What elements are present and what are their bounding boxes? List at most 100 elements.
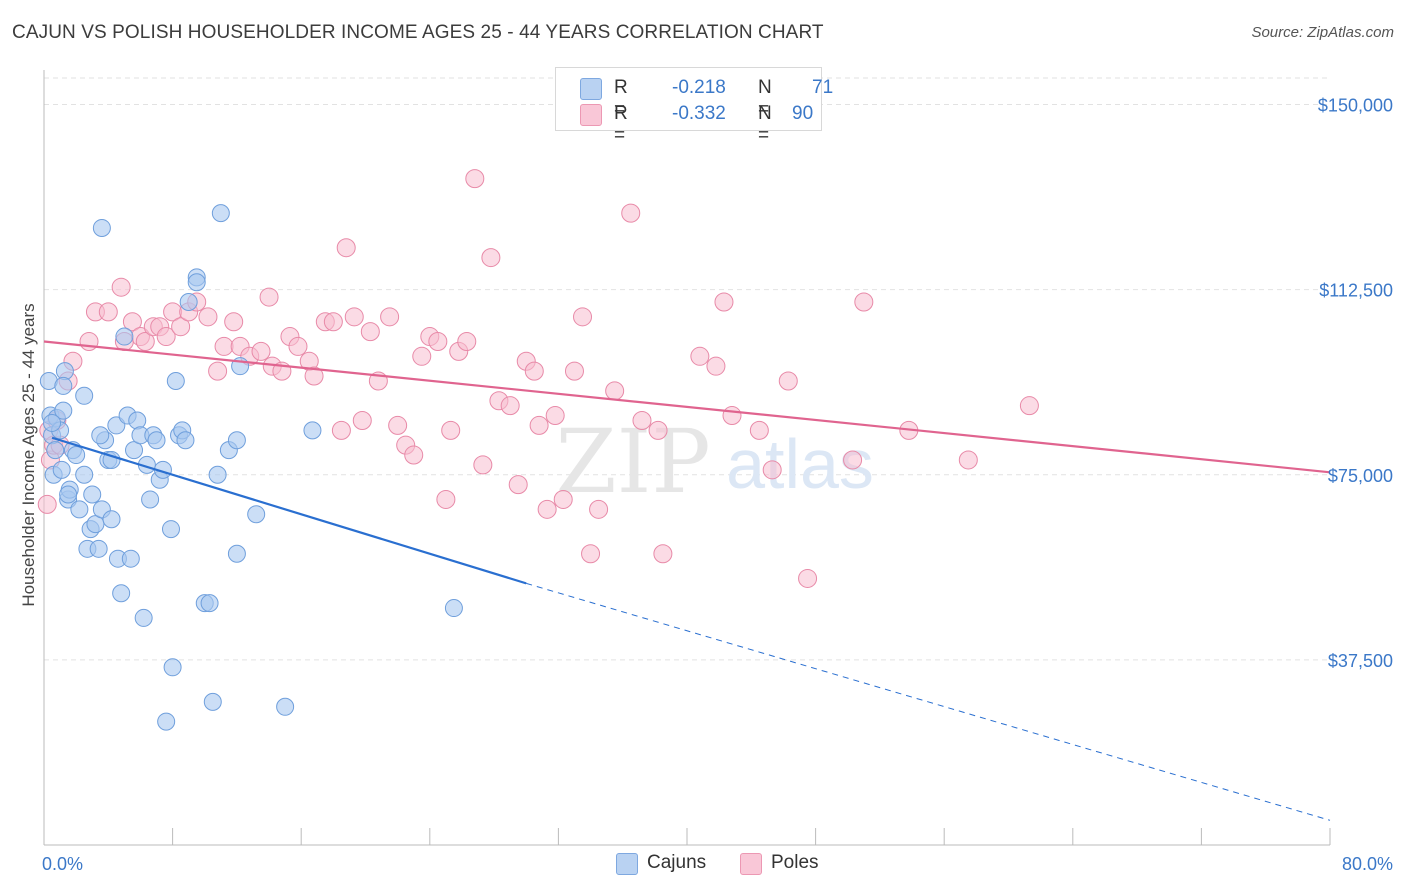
cajuns-points [39,204,463,731]
watermark-zip: ZIP [555,410,710,513]
chart-title: CAJUN VS POLISH HOUSEHOLDER INCOME AGES … [12,22,824,43]
poles-point [648,420,668,440]
cajuns-point [91,426,110,445]
poles-point [404,445,424,465]
cajuns-point [70,500,89,519]
cajuns-point [157,712,176,731]
cajuns-point [444,599,463,618]
poles-point [545,406,565,426]
cajuns-point [121,549,140,568]
x-tick-label: 0.0% [42,854,83,874]
cajuns-point [75,386,94,405]
r-label: R = [614,103,628,146]
cajuns-point [112,584,131,603]
cajuns-trend-extension [526,582,1331,821]
cajuns-point [166,371,185,390]
cajuns-point [92,218,111,237]
cajuns-point [115,327,134,346]
cajuns-point [75,465,94,484]
cajuns-point [52,460,71,479]
cajuns-point [147,431,166,450]
poles-legend-label: Poles [771,852,819,873]
watermark: ZIP atlas [555,410,874,513]
poles-legend-swatch [740,853,762,875]
poles-point [251,341,271,361]
poles-point [621,203,641,223]
poles-point [529,415,549,435]
y-tick-label: $150,000 [1318,96,1393,116]
poles-trend-line [43,340,1331,474]
poles-point [749,420,769,440]
poles-point [288,336,308,356]
cajuns-point [134,608,153,627]
cajuns-point [203,692,222,711]
poles-point [1019,396,1039,416]
poles-point [958,450,978,470]
y-tick-labels: $37,500 $75,000 $112,500 $150,000 [1318,96,1393,671]
y-axis-label: Householder Income Ages 25 - 44 years [19,303,38,607]
poles-point [473,455,493,475]
poles-point [171,317,191,337]
poles-point [778,371,798,391]
cajuns-point [187,273,206,292]
cajuns-point [46,441,65,460]
r-label: R = [614,77,628,120]
poles-point [632,410,652,430]
cajuns-point [43,413,62,432]
cajuns-point [208,465,227,484]
poles-point [537,499,557,519]
poles-point [581,544,601,564]
cajuns-point [89,539,108,558]
poles-points [37,169,1039,588]
poles-point [762,460,782,480]
poles-point [690,346,710,366]
poles-point [457,331,477,351]
poles-point [304,366,324,386]
poles-point [352,410,372,430]
poles-point [122,312,142,332]
source-label: Source: ZipAtlas.com [1251,24,1394,41]
poles-point [360,322,380,342]
poles-point [653,544,673,564]
x-tick-labels: 0.0% 80.0% [42,854,1393,874]
cajuns-point [211,204,230,223]
cajuns-point [200,594,219,613]
poles-point [553,489,573,509]
poles-point [344,307,364,327]
cajuns-point [227,431,246,450]
poles-point [198,307,218,327]
cajuns-point [303,421,322,440]
poles-point [259,287,279,307]
cajuns-point [163,658,182,677]
poles-point [441,420,461,440]
cajuns-point [59,485,78,504]
poles-point [224,312,244,332]
cajuns-swatch [580,78,602,100]
cajuns-point [83,485,102,504]
poles-point [843,450,863,470]
cajuns-point [179,293,198,312]
poles-swatch [580,104,602,126]
poles-point [714,292,734,312]
poles-point [111,277,131,297]
y-tick-label: $37,500 [1328,651,1393,671]
cajuns-point [102,510,121,529]
poles-point [336,238,356,258]
poles-point [854,292,874,312]
cajuns-point [125,441,144,460]
n-label: N = [758,103,772,146]
trend-lines [43,340,1331,821]
r-value: -0.332 [672,103,726,124]
n-label: N = [758,77,772,120]
poles-point [388,415,408,435]
cajuns-trend-line [51,436,527,585]
poles-point [323,312,343,332]
poles-point [564,361,584,381]
poles-point [481,248,501,268]
cajuns-point [86,515,105,534]
cajuns-point [128,411,147,430]
poles-point [573,307,593,327]
cajuns-point [55,362,74,381]
poles-point [214,336,234,356]
